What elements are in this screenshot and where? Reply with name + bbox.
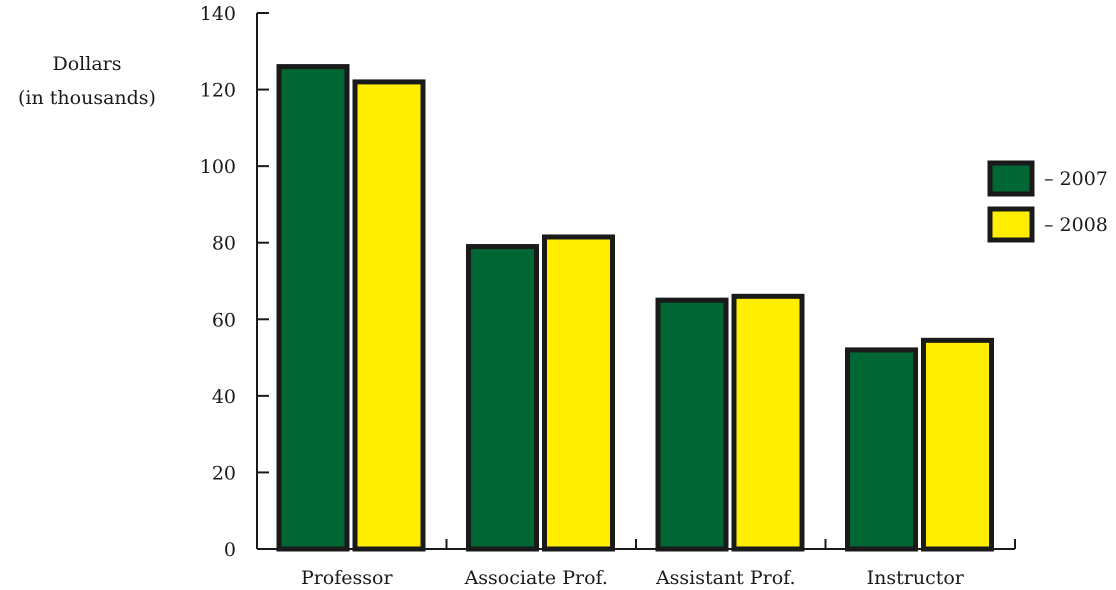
y-tick-label: 20: [212, 462, 236, 484]
bar-2007: [276, 64, 350, 552]
y-tick-label: 120: [200, 80, 236, 102]
y-tick-label: 0: [224, 539, 236, 561]
y-tick-label: 100: [200, 156, 236, 178]
bar-2008: [352, 79, 426, 552]
bar-2007: [466, 244, 539, 552]
legend-swatch-2007: [987, 160, 1035, 197]
legend-swatch-2008: [987, 206, 1035, 243]
legend-label: – 2007: [1044, 168, 1108, 190]
x-category-label: Professor: [301, 567, 394, 589]
legend: – 2007 – 2008: [987, 160, 1108, 243]
y-tick-label: 60: [212, 309, 236, 331]
x-category-label: Associate Prof.: [464, 567, 608, 589]
y-axis-title-line-2: (in thousands): [18, 87, 156, 109]
y-axis-title-line-1: Dollars: [53, 53, 122, 75]
y-axis-title: Dollars (in thousands): [18, 53, 156, 109]
y-tick-label: 40: [212, 386, 236, 408]
y-tick-label: 140: [200, 3, 236, 25]
y-axis: 0 20 40 60 80 100 120 140: [200, 3, 269, 561]
y-tick-label: 80: [212, 233, 236, 255]
x-category-label: Assistant Prof.: [655, 567, 796, 589]
bars: [276, 64, 994, 552]
bar-2007: [845, 347, 918, 552]
bar-2008: [542, 234, 615, 552]
x-category-label: Instructor: [867, 567, 965, 589]
legend-label: – 2008: [1044, 214, 1108, 236]
bar-2008: [921, 337, 994, 552]
bar-2007: [655, 297, 729, 552]
bar-2008: [731, 293, 805, 552]
